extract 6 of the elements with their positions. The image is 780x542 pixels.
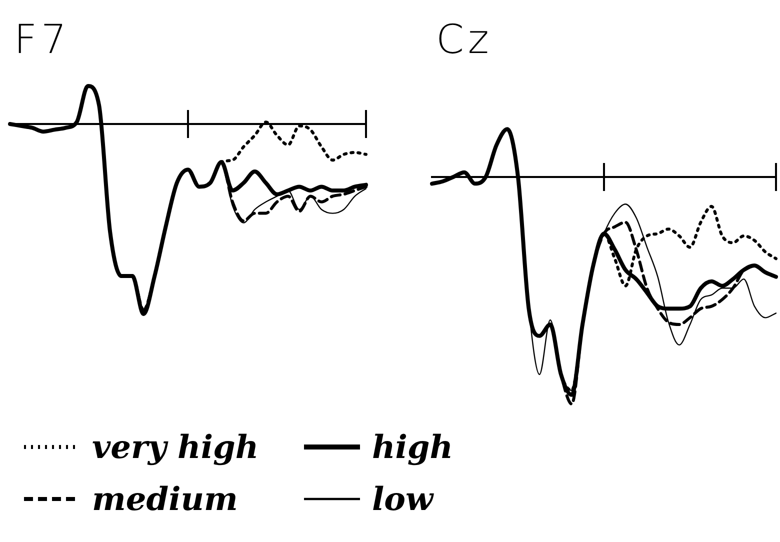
legend-label: very high (92, 428, 259, 466)
legend-label: medium (92, 480, 238, 518)
chart-title: Cz (435, 16, 494, 65)
chart-title: F7 (13, 16, 72, 65)
legend-label: high (372, 428, 454, 466)
legend-label: low (372, 480, 434, 518)
